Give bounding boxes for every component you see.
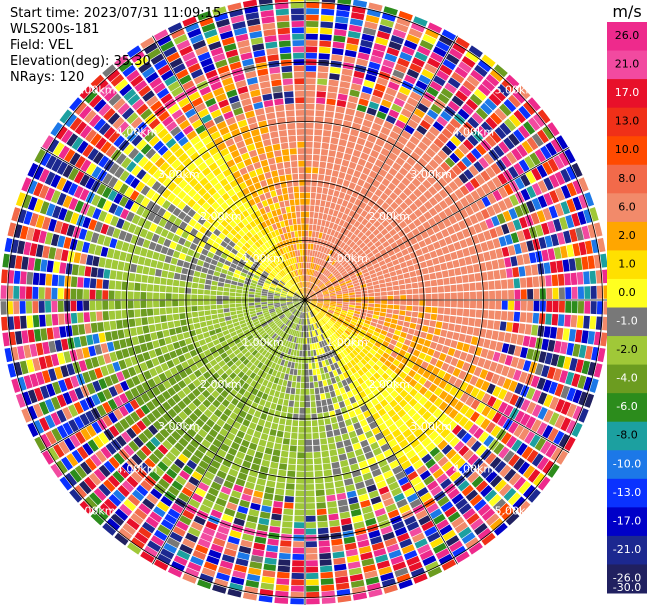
colorbar-tick-label: 10.0: [615, 143, 640, 156]
colorbar-segment: [607, 193, 647, 223]
colorbar-tick-label: 26.0: [615, 29, 640, 42]
range-ring-label: 4.00km: [453, 462, 495, 475]
range-ring-label: 2.00km: [368, 378, 410, 391]
colorbar-segment: [607, 307, 647, 337]
colorbar-segment: [607, 22, 647, 52]
range-ring-label: 2.00km: [200, 210, 242, 223]
azimuth-spoke: [152, 299, 306, 565]
azimuth-spoke: [40, 299, 306, 453]
instrument-label: WLS200s-181: [10, 22, 100, 37]
colorbar-tick-label: 0.0: [618, 286, 636, 299]
colorbar-tick-label: -8.0: [616, 429, 637, 442]
range-ring-label: 1.00km: [242, 336, 284, 349]
azimuth-spoke: [304, 299, 458, 565]
colorbar-tick-label: 2.0: [618, 229, 636, 242]
colorbar-tick-label: -13.0: [613, 486, 641, 499]
range-ring-label: 4.00km: [116, 126, 158, 139]
colorbar-segment: [607, 250, 647, 280]
colorbar-segment: [607, 421, 647, 451]
range-ring-label: 5.00km: [495, 504, 537, 517]
field-label: Field: VEL: [10, 38, 73, 53]
colorbar-tick-label: -6.0: [616, 400, 637, 413]
colorbar-segment: [607, 478, 647, 508]
colorbar-tick-label: -17.0: [613, 514, 641, 527]
range-ring-label: 4.00km: [453, 126, 495, 139]
range-ring-label: 1.00km: [326, 252, 368, 265]
range-ring-label: 3.00km: [410, 420, 452, 433]
colorbar-tick-label: 13.0: [615, 115, 640, 128]
azimuth-spoke: [304, 299, 570, 453]
range-ring-label: 3.00km: [158, 420, 200, 433]
nrays-label: NRays: 120: [10, 70, 85, 85]
colorbar-unit: m/s: [612, 2, 641, 21]
colorbar-tick-label: -21.0: [613, 543, 641, 556]
colorbar-segment: [607, 79, 647, 109]
range-ring-label: 1.00km: [242, 252, 284, 265]
range-ring-label: 3.00km: [158, 168, 200, 181]
start-time-label: Start time: 2023/07/31 11:09:15: [10, 6, 222, 21]
colorbar-segment: [607, 221, 647, 251]
range-ring-label: 2.00km: [368, 210, 410, 223]
colorbar-segment: [607, 278, 647, 308]
azimuth-spoke: [152, 35, 306, 301]
range-ring-label: 1.00km: [326, 336, 368, 349]
azimuth-spoke: [304, 35, 458, 301]
range-ring-label: 4.00km: [116, 462, 158, 475]
colorbar-tick-label: 6.0: [618, 200, 636, 213]
colorbar-tick-label: -1.0: [616, 315, 637, 328]
colorbar-tick-label: -4.0: [616, 372, 637, 385]
ppi-gates: [0, 0, 610, 605]
colorbar-tick-label: 17.0: [615, 86, 640, 99]
colorbar-segment: [607, 107, 647, 137]
azimuth-spoke: [40, 147, 306, 301]
colorbar-tick-label: -2.0: [616, 343, 637, 356]
colorbar-tick-label: -26.0: [613, 571, 641, 584]
colorbar-segment: [607, 164, 647, 194]
range-ring-label: 5.00km: [74, 84, 116, 97]
colorbar-tick-label: 21.0: [615, 58, 640, 71]
range-ring-label: 3.00km: [410, 168, 452, 181]
elevation-label: Elevation(deg): 35.30: [10, 54, 151, 69]
range-ring-label: 5.00km: [74, 504, 116, 517]
colorbar-segment: [607, 393, 647, 423]
colorbar-segment: [607, 336, 647, 366]
colorbar-segment: [607, 535, 647, 565]
colorbar-tick-label: -30.0: [613, 581, 641, 594]
azimuth-spoke: [304, 147, 570, 301]
colorbar-segment: [607, 507, 647, 537]
colorbar-segment: [607, 136, 647, 166]
range-ring-label: 5.00km: [495, 84, 537, 97]
colorbar-tick-label: 1.0: [618, 257, 636, 270]
colorbar-tick-label: -10.0: [613, 457, 641, 470]
colorbar-segment: [607, 564, 647, 594]
colorbar-segment: [607, 50, 647, 80]
colorbar-tick-label: 8.0: [618, 172, 636, 185]
colorbar-segment: [607, 450, 647, 480]
colorbar-segment: [607, 364, 647, 394]
range-ring-label: 2.00km: [200, 378, 242, 391]
